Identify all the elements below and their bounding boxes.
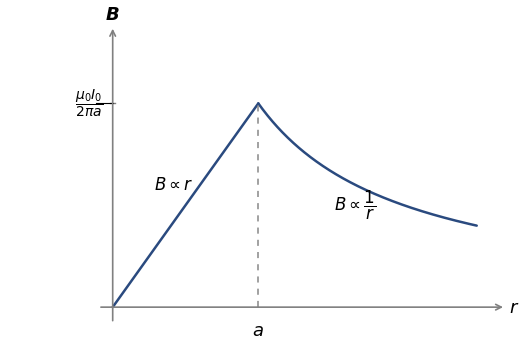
Text: $B \propto r$: $B \propto r$ — [154, 176, 194, 194]
Text: $\boldsymbol{B}$: $\boldsymbol{B}$ — [105, 6, 119, 24]
Text: $r$: $r$ — [509, 299, 519, 317]
Text: $\dfrac{\mu_0 I_0}{2\pi a}$: $\dfrac{\mu_0 I_0}{2\pi a}$ — [75, 88, 103, 119]
Text: $B \propto \dfrac{1}{r}$: $B \propto \dfrac{1}{r}$ — [334, 189, 376, 222]
Text: $a$: $a$ — [252, 323, 264, 340]
